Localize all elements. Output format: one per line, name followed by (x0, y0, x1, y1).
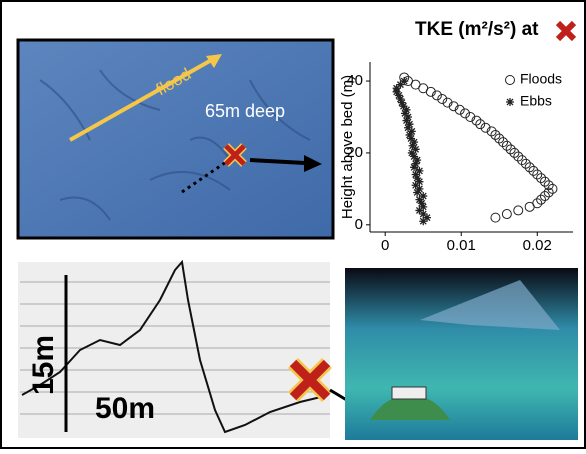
legend-marker (506, 98, 514, 106)
point (419, 192, 427, 200)
depth-label: 65m deep (205, 101, 285, 121)
point (400, 77, 408, 85)
x-tick-label: 0.01 (447, 237, 476, 254)
x-tick-label: 0.02 (523, 237, 552, 254)
chart-title: TKE (m²/s²) at (415, 19, 539, 40)
point (415, 167, 423, 175)
y-tick-label: 0 (355, 216, 363, 233)
legend-label: Ebbs (520, 93, 552, 109)
y-tick-label: 40 (346, 72, 363, 89)
x-tick-label: 0 (381, 237, 389, 254)
lander (392, 387, 426, 399)
figure: flood 65m deep 15m 50m TKE (m²/s²) at He… (0, 0, 586, 449)
height-scale: 15m (27, 335, 60, 395)
legend-label: Floods (520, 71, 562, 87)
y-tick-label: 20 (346, 144, 363, 161)
length-scale: 50m (95, 392, 155, 425)
